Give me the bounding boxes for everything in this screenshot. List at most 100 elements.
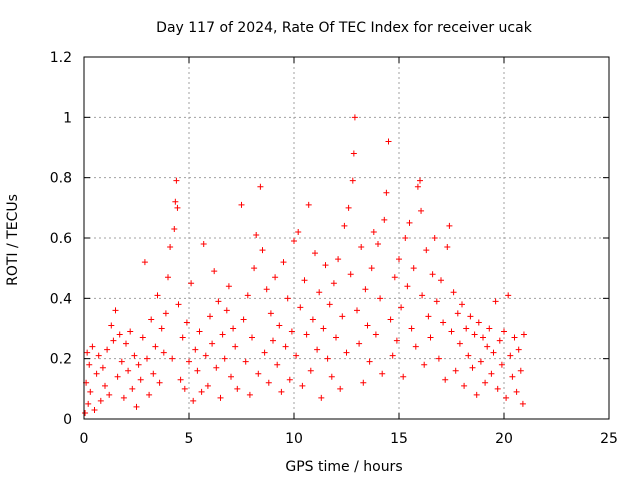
data-point	[267, 310, 274, 317]
data-point	[114, 373, 121, 380]
data-point	[406, 219, 413, 226]
data-point	[435, 355, 442, 362]
y-tick-label: 0.2	[50, 352, 72, 368]
data-point	[379, 370, 386, 377]
y-axis-label: ROTI / TECUs	[5, 194, 21, 286]
data-point	[177, 376, 184, 383]
x-tick-label: 15	[390, 431, 408, 447]
data-points	[82, 114, 527, 416]
data-point	[337, 385, 344, 392]
data-point	[257, 183, 264, 190]
data-point	[173, 177, 180, 184]
data-point	[316, 289, 323, 296]
data-point	[154, 292, 161, 299]
data-point	[148, 316, 155, 323]
data-point	[174, 204, 181, 211]
data-point	[112, 307, 119, 314]
y-tick-label: 0.6	[50, 231, 72, 247]
data-point	[418, 207, 425, 214]
data-point	[410, 265, 417, 272]
data-point	[385, 138, 392, 145]
data-point	[341, 222, 348, 229]
data-point	[486, 325, 493, 332]
data-point	[265, 379, 272, 386]
data-point	[240, 316, 247, 323]
data-point	[471, 331, 478, 338]
data-point	[364, 322, 371, 329]
data-point	[513, 388, 520, 395]
data-point	[412, 343, 419, 350]
data-point	[110, 337, 117, 344]
x-tick-label: 25	[600, 431, 618, 447]
data-point	[181, 385, 188, 392]
data-point	[309, 316, 316, 323]
y-tick-label: 0.8	[50, 171, 72, 187]
data-point	[82, 409, 89, 416]
data-point	[322, 262, 329, 269]
y-tick-label: 1.2	[50, 50, 72, 66]
y-tick-label: 0	[63, 412, 72, 428]
data-point	[480, 334, 486, 341]
data-point	[146, 391, 153, 398]
data-point	[137, 376, 144, 383]
data-point	[477, 358, 484, 365]
data-point	[165, 274, 171, 281]
data-point	[330, 280, 337, 287]
data-point	[162, 310, 169, 317]
data-point	[383, 189, 390, 196]
data-point	[299, 382, 306, 389]
data-point	[503, 394, 510, 401]
data-point	[488, 370, 495, 377]
data-point	[282, 343, 289, 350]
data-point	[469, 364, 476, 371]
data-point	[360, 379, 367, 386]
data-point	[278, 388, 285, 395]
data-point	[99, 364, 106, 371]
data-point	[125, 367, 132, 374]
data-point	[284, 295, 291, 302]
data-point	[398, 304, 405, 311]
x-tick-label: 5	[185, 431, 194, 447]
y-axis-ticks: 0 0.2 0.4 0.6 0.8 1 1.2	[50, 50, 609, 428]
data-point	[339, 313, 346, 320]
data-point	[91, 406, 98, 413]
data-point	[255, 370, 262, 377]
data-point	[362, 286, 369, 293]
data-point	[129, 385, 136, 392]
data-point	[217, 394, 224, 401]
data-point	[213, 364, 220, 371]
data-point	[343, 349, 350, 356]
x-axis-ticks: 0 5 10 15 20 25	[80, 57, 618, 447]
data-point	[223, 307, 230, 314]
data-point	[318, 394, 325, 401]
data-point	[450, 289, 457, 296]
data-point	[131, 352, 138, 359]
data-point	[320, 325, 327, 332]
data-point	[259, 247, 266, 254]
data-point	[328, 373, 335, 380]
data-point	[228, 373, 234, 380]
x-axis-label: GPS time / hours	[285, 459, 402, 475]
data-point	[396, 256, 402, 263]
data-point	[270, 337, 276, 344]
x-tick-label: 20	[495, 431, 513, 447]
data-point	[230, 325, 237, 332]
data-point	[345, 204, 352, 211]
y-tick-label: 0.4	[50, 291, 72, 307]
data-point	[135, 361, 142, 368]
data-point	[307, 367, 314, 374]
data-point	[350, 150, 357, 157]
data-point	[351, 114, 358, 121]
data-point	[419, 292, 426, 299]
data-point	[400, 373, 407, 380]
data-point	[221, 355, 228, 362]
data-point	[519, 400, 526, 407]
data-point	[139, 334, 146, 341]
data-point	[463, 325, 470, 332]
y-tick-label: 1	[63, 110, 72, 126]
data-point	[86, 361, 93, 368]
data-point	[286, 376, 293, 383]
data-point	[467, 313, 474, 320]
data-point	[454, 310, 461, 317]
data-point	[261, 349, 268, 356]
